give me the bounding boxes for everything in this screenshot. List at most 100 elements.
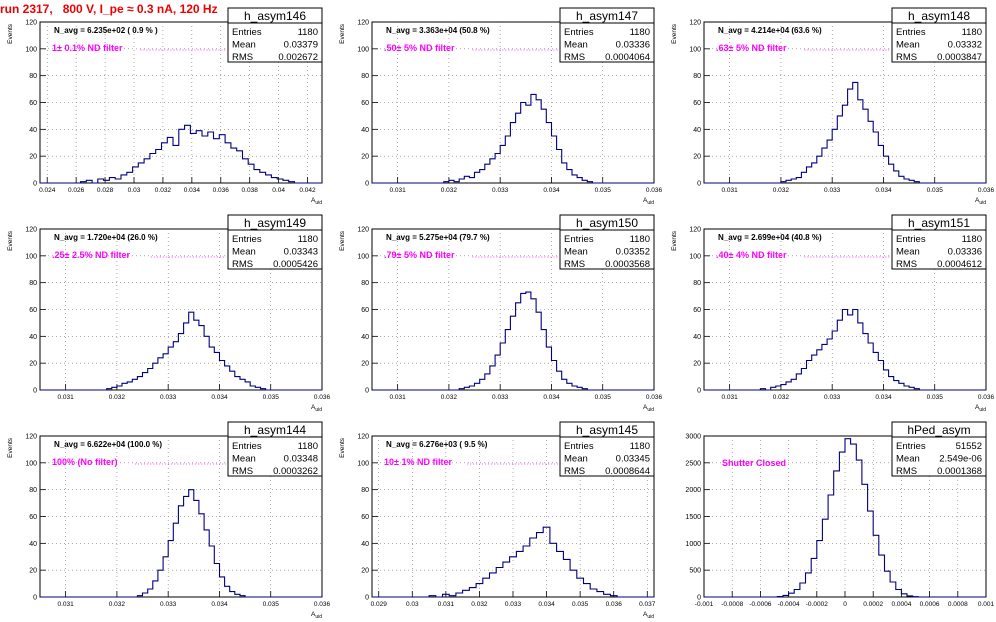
x-tick-label: 0.036 — [606, 601, 623, 608]
stats-key: Mean — [896, 40, 920, 51]
navg-label: N_avg = 2.699e+04 (40.8 %) — [718, 233, 822, 242]
navg-label: N_avg = 6.276e+03 ( 9.5 %) — [386, 440, 488, 449]
x-axis-title-sub: uid — [647, 200, 654, 206]
stats-key: Entries — [896, 441, 926, 452]
stats-value: 1180 — [298, 234, 318, 245]
stats-box — [891, 7, 987, 63]
filter-label: .79± 5% ND filter — [384, 250, 455, 260]
x-tick-label: 0.03 — [128, 187, 141, 194]
x-axis-title-sub: uid — [315, 407, 322, 413]
y-tick-label: 80 — [693, 73, 701, 80]
panel-h_asym144: 0 20 40 60 80 100 120 0.031 0.032 0.033 0.034 0.035… — [7, 421, 331, 620]
stats-box — [227, 7, 323, 63]
stats-key: Mean — [564, 40, 588, 51]
y-tick-label: 20 — [29, 154, 37, 161]
x-tick-label: 0.036 — [646, 394, 663, 401]
y-axis-title: Events — [7, 437, 14, 458]
stats-key: RMS — [564, 466, 585, 477]
y-tick-label: 120 — [25, 20, 37, 27]
x-tick-label: 0.0004 — [891, 601, 911, 608]
filter-label: .25± 2.5% ND filter — [52, 250, 130, 260]
filter-label: .50± 5% ND filter — [384, 43, 455, 53]
panel-h_asym148: 0 20 40 60 80 100 120 0.031 0.032 0.033 0.034 0.035… — [671, 7, 995, 206]
stats-value: 0.0004612 — [937, 259, 982, 270]
filter-label: 100% (No filter) — [52, 457, 118, 467]
y-tick-label: 20 — [361, 568, 369, 575]
stats-box — [227, 214, 323, 270]
x-tick-label: 0.031 — [721, 187, 738, 194]
stats-title: h_asym149 — [244, 216, 306, 230]
y-axis-title: Events — [671, 230, 678, 251]
y-tick-label: 0 — [365, 595, 369, 602]
stats-value: 1180 — [630, 27, 650, 38]
stats-value: 0.0005426 — [273, 259, 318, 270]
panel-h_asym151: 0 20 40 60 80 100 120 0.031 0.032 0.033 0.034 0.035… — [671, 214, 995, 413]
stats-title: h_asym150 — [576, 216, 638, 230]
x-tick-label: 0.031 — [389, 394, 406, 401]
stats-value: 0.03336 — [948, 247, 982, 258]
stats-value: 1180 — [298, 441, 318, 452]
x-tick-label: 0.028 — [97, 187, 114, 194]
panel-h_asym150: 0 20 40 60 80 100 120 0.031 0.032 0.033 0.034 0.035… — [339, 214, 663, 413]
x-tick-label: 0.032 — [109, 394, 126, 401]
stats-key: Entries — [564, 27, 594, 38]
y-tick-label: 1000 — [685, 541, 701, 548]
y-tick-label: 80 — [29, 73, 37, 80]
y-tick-label: 20 — [693, 154, 701, 161]
y-tick-label: 60 — [361, 307, 369, 314]
x-tick-label: 0.033 — [824, 394, 841, 401]
x-tick-label: 0.034 — [538, 601, 555, 608]
y-tick-label: 40 — [693, 127, 701, 134]
x-tick-label: 0.034 — [543, 394, 560, 401]
stats-value: 0.0003847 — [937, 52, 982, 63]
stats-key: Mean — [896, 247, 920, 258]
x-tick-label: 0.034 — [211, 601, 228, 608]
y-tick-label: 100 — [25, 253, 37, 260]
x-tick-label: 0.033 — [160, 601, 177, 608]
x-tick-label: 0.035 — [927, 394, 944, 401]
x-axis-title: Auid — [643, 197, 654, 206]
x-tick-label: 0.036 — [213, 187, 230, 194]
histogram-line — [40, 489, 322, 598]
filter-label: .40± 4% ND filter — [716, 250, 787, 260]
y-tick-label: 20 — [361, 361, 369, 368]
x-tick-label: 0.042 — [299, 187, 316, 194]
x-axis-title: Auid — [311, 197, 322, 206]
x-axis-title: Auid — [643, 404, 654, 413]
y-tick-label: 100 — [357, 253, 369, 260]
x-tick-label: 0.032 — [109, 601, 126, 608]
y-tick-label: 0 — [697, 595, 701, 602]
histogram-line — [40, 124, 322, 184]
y-tick-label: 0 — [697, 181, 701, 188]
stats-value: 1180 — [962, 234, 982, 245]
stats-title: h_asym145 — [576, 423, 638, 437]
stats-title: h_asym147 — [576, 9, 638, 23]
y-tick-label: 40 — [361, 334, 369, 341]
stats-value: 0.03343 — [284, 247, 318, 258]
x-tick-label: 0.035 — [572, 601, 589, 608]
y-tick-label: 100 — [25, 46, 37, 53]
stats-value: 1180 — [630, 441, 650, 452]
y-tick-label: 20 — [361, 154, 369, 161]
x-tick-label: 0.03 — [406, 601, 419, 608]
y-tick-label: 0 — [33, 595, 37, 602]
y-axis-title: Events — [339, 437, 346, 458]
y-axis-title: Events — [7, 23, 14, 44]
x-axis-title-sub: uid — [979, 407, 986, 413]
y-tick-label: 40 — [29, 334, 37, 341]
stats-key: Mean — [564, 454, 588, 465]
x-tick-label: 0.033 — [824, 187, 841, 194]
stats-key: Mean — [232, 40, 256, 51]
x-axis-title-main: A — [643, 611, 648, 618]
y-tick-label: 80 — [693, 280, 701, 287]
y-tick-label: 0 — [365, 181, 369, 188]
x-axis-title-main: A — [975, 197, 980, 204]
stats-key: Entries — [232, 441, 262, 452]
histogram-line — [372, 291, 654, 391]
y-tick-label: 60 — [29, 100, 37, 107]
y-tick-label: 100 — [25, 460, 37, 467]
y-tick-label: 100 — [357, 460, 369, 467]
x-axis-title-sub: uid — [315, 614, 322, 620]
x-axis-title: Auid — [975, 404, 986, 413]
x-tick-label: 0.035 — [263, 601, 280, 608]
